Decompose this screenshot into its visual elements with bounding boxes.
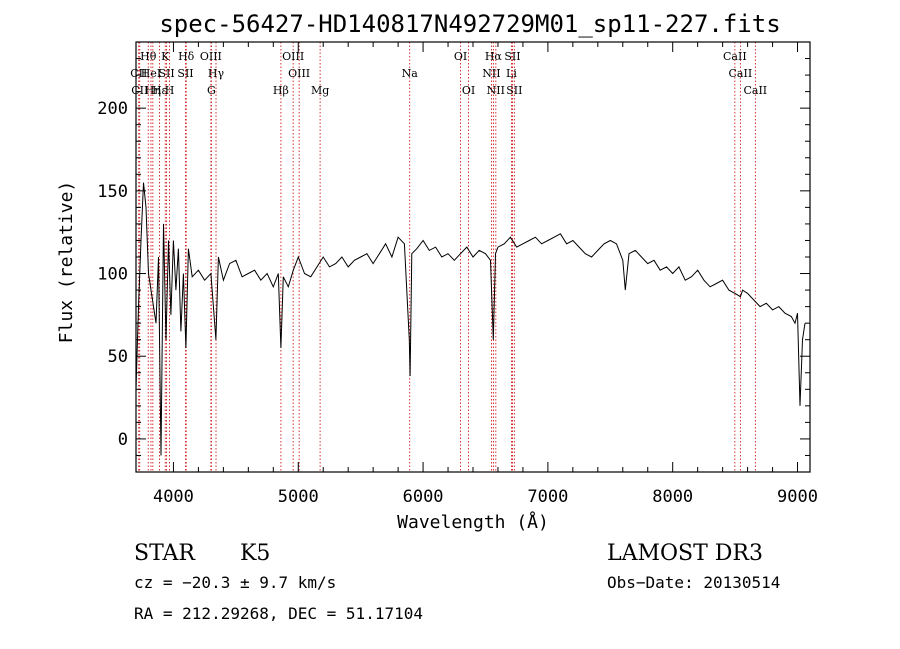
spectral-line-label: NII	[482, 67, 500, 80]
spectral-line-label: HeI	[141, 67, 161, 80]
y-tick-label: 50	[108, 347, 128, 367]
y-axis-ticks: 0 50 100 150 200	[97, 41, 810, 473]
spectral-line-label: Li	[506, 67, 517, 80]
spectral-line-label: H	[165, 84, 175, 97]
object-subclass: K5	[240, 541, 270, 566]
spectral-line-label: CaII	[729, 67, 753, 80]
x-tick-label: 8000	[652, 487, 693, 507]
spectral-line-label: SII	[504, 50, 520, 63]
y-tick-label: 150	[97, 182, 128, 202]
observation-date: Obs−Date: 20130514	[607, 573, 780, 592]
spectral-line-label: OI	[462, 84, 475, 97]
spectral-line-label: Hα	[485, 50, 503, 63]
spectral-line-label: SII	[158, 67, 174, 80]
spectral-line-label: Hγ	[208, 67, 225, 80]
spectral-line-label: SII	[177, 67, 193, 80]
spectral-line-label: Hθ	[140, 50, 157, 63]
spectral-line-label: NII	[487, 84, 505, 97]
spectrum-series-line	[135, 182, 806, 456]
spectral-line-label: Hη	[145, 84, 161, 97]
x-axis-ticks: 4000 5000 6000 7000 8000 9000	[153, 42, 818, 507]
x-tick-label: 9000	[777, 487, 818, 507]
y-tick-label: 0	[118, 430, 128, 450]
x-tick-label: 6000	[403, 487, 444, 507]
spectral-line-label: G	[207, 84, 216, 97]
y-tick-label: 200	[97, 99, 128, 119]
spectral-line-label: OIII	[288, 67, 310, 80]
spectral-line-label: OI	[454, 50, 467, 63]
spectral-line-label: Na	[402, 67, 419, 80]
x-axis-label: Wavelength (Å)	[397, 511, 549, 533]
x-tick-label: 5000	[278, 487, 319, 507]
spectral-line-label: Mg	[311, 84, 329, 97]
x-tick-label: 7000	[527, 487, 568, 507]
spectral-line-label: Hε	[152, 84, 168, 97]
redshift-cz: cz = −20.3 ± 9.7 km/s	[134, 573, 336, 592]
spectral-line-markers	[138, 42, 756, 472]
x-tick-label: 4000	[153, 487, 194, 507]
spectral-line-label: Hδ	[178, 50, 195, 63]
object-class: STAR	[134, 541, 196, 566]
spectral-line-label: K	[161, 50, 170, 63]
y-axis-label: Flux (relative)	[56, 181, 77, 344]
survey-name: LAMOST DR3	[607, 541, 763, 566]
coordinates: RA = 212.29268, DEC = 51.17104	[134, 604, 423, 623]
y-tick-label: 100	[97, 265, 128, 285]
spectral-line-label: CaII	[723, 50, 747, 63]
spectral-line-label: CaII	[743, 84, 767, 97]
spectral-line-label: SII	[506, 84, 522, 97]
chart-title: spec-56427-HD140817N492729M01_sp11-227.f…	[159, 10, 780, 38]
spectral-line-label: OIII	[282, 50, 304, 63]
spectral-line-label: CII	[130, 67, 147, 80]
spectral-line-label: OIII	[200, 50, 222, 63]
spectral-line-label: Hβ	[273, 84, 289, 97]
